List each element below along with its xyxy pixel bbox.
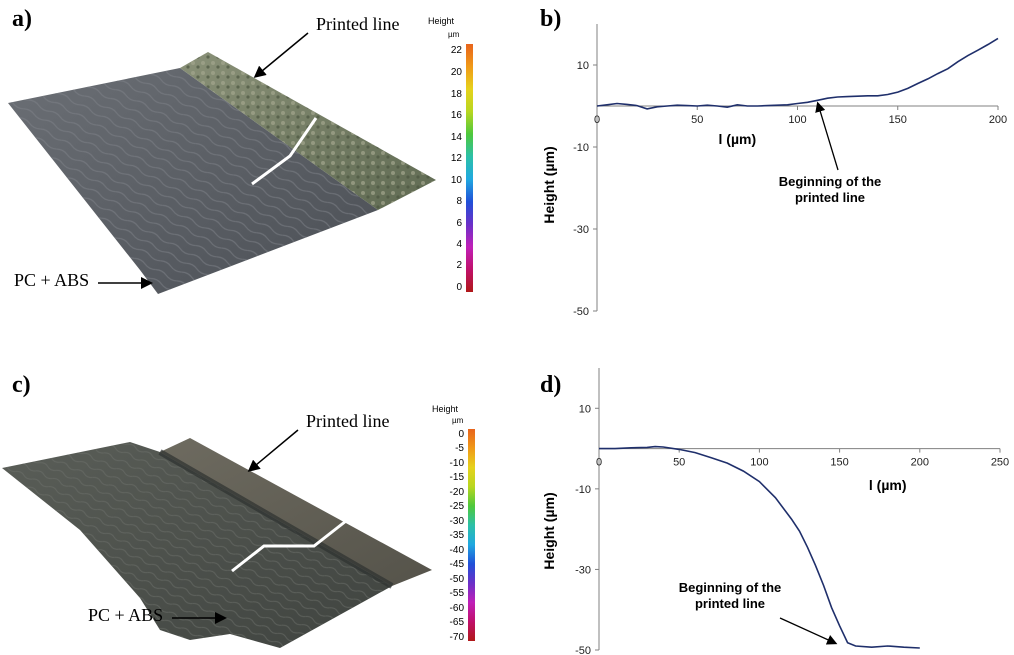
cb-tick-c: -5 xyxy=(455,443,464,454)
y-tick-label: -50 xyxy=(573,306,589,318)
cb-tick-c: -40 xyxy=(449,545,464,556)
substrate-label-a: PC + ABS xyxy=(14,270,90,290)
cb-tick-a: 2 xyxy=(456,260,462,271)
cb-tick-c: -20 xyxy=(449,487,464,498)
cb-tick-c: -50 xyxy=(449,574,464,585)
arrow-printed-line-c xyxy=(247,429,299,472)
y-axis-label: Height (µm) xyxy=(541,492,557,569)
x-tick-label: 150 xyxy=(889,114,907,126)
printed-line-label-a: Printed line xyxy=(316,14,400,34)
x-axis-label: l (µm) xyxy=(719,131,757,147)
cb-tick-c: -15 xyxy=(449,472,464,483)
annotation-text: printed line xyxy=(795,190,865,205)
y-axis-label: Height (µm) xyxy=(541,146,557,223)
panel-label-d: d) xyxy=(540,372,562,398)
surface-3d-a xyxy=(8,52,436,294)
chart-b: 10 -10 -30 -50 0 50 100 150 200 l (µm) Height (µm)… xyxy=(541,24,1007,318)
colorbar-title-a: Height xyxy=(428,16,455,26)
cb-tick-c: -65 xyxy=(449,617,464,628)
x-tick-label: 100 xyxy=(750,457,768,469)
y-tick-label: -30 xyxy=(575,564,591,576)
x-tick-label: 250 xyxy=(991,457,1009,469)
cb-tick-a: 12 xyxy=(450,153,462,164)
series-line xyxy=(599,445,920,649)
y-tick-label: 10 xyxy=(579,403,591,415)
cb-tick-c: -25 xyxy=(449,501,464,512)
cb-tick-a: 8 xyxy=(456,196,462,207)
cb-tick-a: 20 xyxy=(450,67,462,78)
series-line xyxy=(596,37,999,110)
printed-line-label-c: Printed line xyxy=(306,411,390,431)
surface-3d-c xyxy=(2,438,432,648)
annotation-arrow xyxy=(815,101,839,171)
colorbar-title-c: Height xyxy=(432,404,459,414)
y-tick-label: -30 xyxy=(573,224,589,236)
x-tick-label: 0 xyxy=(594,114,600,126)
cb-tick-c: 0 xyxy=(458,429,464,440)
cb-tick-a: 22 xyxy=(450,45,462,56)
x-tick-label: 50 xyxy=(691,114,703,126)
cb-tick-c: -60 xyxy=(449,603,464,614)
colorbar-unit-a: µm xyxy=(448,30,460,39)
annotation-arrow xyxy=(779,617,838,645)
y-tick-label: -10 xyxy=(573,142,589,154)
annotation-text: Beginning of the xyxy=(779,174,882,189)
colorbar-c xyxy=(468,429,475,641)
arrow-substrate-c xyxy=(172,612,227,624)
x-tick-label: 150 xyxy=(830,457,848,469)
cb-tick-a: 14 xyxy=(450,132,462,143)
colorbar-unit-c: µm xyxy=(452,416,464,425)
y-tick-label: -50 xyxy=(575,645,591,655)
cb-tick-a: 6 xyxy=(456,218,462,229)
cb-tick-c: -30 xyxy=(449,516,464,527)
arrow-substrate-a xyxy=(98,277,153,289)
y-tick-label: -10 xyxy=(575,484,591,496)
substrate-label-c: PC + ABS xyxy=(88,605,164,625)
panel-label-c: c) xyxy=(12,372,31,398)
cb-tick-a: 10 xyxy=(450,175,462,186)
panel-label-a: a) xyxy=(12,6,32,32)
y-tick-label: 10 xyxy=(577,60,589,72)
annotation-text: printed line xyxy=(695,596,765,611)
colorbar-ticks-c: 0 -5 -10 -15 -20 -25 -30 -35 -40 -45 -50… xyxy=(440,429,466,643)
cb-tick-a: 16 xyxy=(450,110,462,121)
cb-tick-c: -10 xyxy=(449,458,464,469)
x-tick-label: 100 xyxy=(788,114,806,126)
chart-d: 10 -10 -30 -50 0 50 100 150 200 250 l (µm) Height (… xyxy=(541,368,1009,655)
colorbar-a xyxy=(466,44,473,292)
cb-tick-c: -35 xyxy=(449,530,464,541)
panel-label-b: b) xyxy=(540,6,562,32)
x-tick-label: 200 xyxy=(989,114,1007,126)
cb-tick-a: 0 xyxy=(456,282,462,293)
x-tick-label: 200 xyxy=(911,457,929,469)
x-tick-label: 50 xyxy=(673,457,685,469)
cb-tick-a: 18 xyxy=(450,89,462,100)
colorbar-ticks-a: 22 20 18 16 14 12 10 8 6 4 2 0 xyxy=(438,44,464,293)
cb-tick-c: -55 xyxy=(449,588,464,599)
cb-tick-c: -45 xyxy=(449,559,464,570)
annotation-text: Beginning of the xyxy=(679,580,782,595)
x-tick-label: 0 xyxy=(596,457,602,469)
arrow-printed-line-a xyxy=(253,32,309,78)
cb-tick-a: 4 xyxy=(456,239,462,250)
cb-tick-c: -70 xyxy=(449,632,464,643)
x-axis-label: l (µm) xyxy=(869,477,907,493)
